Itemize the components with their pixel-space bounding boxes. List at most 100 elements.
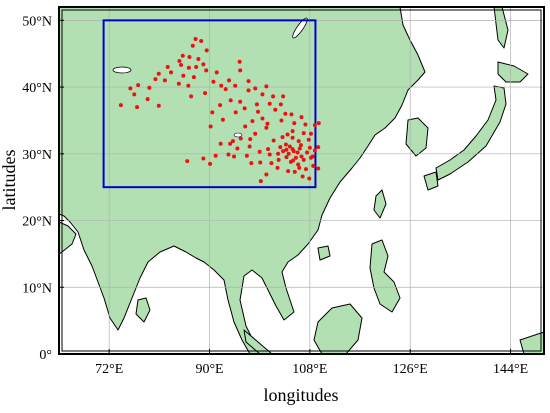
station-point [135,105,140,110]
station-point [237,59,242,64]
station-point [218,141,223,146]
station-point [257,149,262,154]
station-point [307,176,312,181]
station-point [233,83,238,88]
station-point [228,98,233,103]
y-tick-label: 20°N [22,215,52,230]
station-point [242,106,247,111]
map-frame-inner [61,9,542,352]
station-point [291,149,296,154]
lake-baikal [292,17,308,39]
station-point [284,155,289,160]
station-point [226,152,231,157]
y-tick-label: 40°N [22,81,52,96]
station-point [247,144,252,149]
station-point [267,152,272,157]
japan-kyushu [423,171,439,191]
station-point [305,150,310,155]
station-point [300,174,305,179]
station-point [258,179,263,184]
station-point [244,153,249,158]
station-point [196,57,201,62]
korea-peninsula [405,117,429,157]
y-axis-ticks: 0° 10°N 20°N 30°N 40°N 50°N [22,14,64,363]
station-point [293,155,298,160]
y-tick-label: 30°N [22,148,52,163]
station-point [201,62,206,67]
hainan [317,245,331,261]
station-point [156,103,161,108]
sumatra [243,329,273,354]
station-point [181,73,186,78]
station-point [316,145,321,150]
x-tick-label: 126°E [393,362,428,377]
station-point [214,70,219,75]
station-point [267,101,272,106]
station-point [281,94,286,99]
x-tick-label: 90°E [195,362,223,377]
station-point [316,121,321,126]
station-point [284,147,289,152]
station-point [290,129,295,134]
station-point [185,159,190,164]
arabia-edge [59,221,77,255]
station-point [258,160,263,165]
y-tick-label: 0° [39,348,52,363]
station-point [118,103,123,108]
station-point [275,165,280,170]
station-point [297,165,302,170]
borneo [313,303,363,354]
station-point [301,157,306,162]
japan-hokkaido [497,61,529,83]
station-point [186,65,191,70]
station-point [201,156,206,161]
station-point [299,115,304,120]
station-point [312,123,317,128]
station-point [204,68,209,73]
station-point [228,141,233,146]
y-tick-label: 10°N [22,281,52,296]
station-point [289,112,294,117]
station-point [169,70,174,75]
lake-qinghai [233,132,243,138]
station-point [191,75,196,80]
station-point [290,135,295,140]
station-point [186,83,191,88]
station-point [303,167,308,172]
y-axis-title: latitudes [0,150,19,211]
station-point [286,169,291,174]
station-point [271,138,276,143]
station-point [235,146,240,151]
station-point [180,53,185,58]
sri-lanka [135,297,151,323]
station-point [165,65,170,70]
station-point [153,77,158,82]
station-point [296,139,301,144]
station-point [162,78,167,83]
station-point [177,59,182,64]
station-point [254,102,259,107]
station-point [280,135,285,140]
station-point [208,124,213,129]
station-point [292,169,297,174]
station-point [283,111,288,116]
station-point [297,146,302,151]
lake-balkhash [112,66,132,74]
station-point [249,161,254,166]
station-layer [118,37,321,184]
philippines [369,239,401,313]
station-point [279,118,284,123]
station-point [227,78,232,83]
x-tick-label: 72°E [95,362,123,377]
station-point [312,148,317,153]
station-point [246,88,251,93]
station-point [193,37,198,42]
station-point [273,107,278,112]
station-point [233,110,238,115]
station-point [285,132,290,137]
study-region-box [102,19,317,189]
station-point [194,65,199,70]
taiwan [373,189,387,219]
station-point [156,71,161,76]
